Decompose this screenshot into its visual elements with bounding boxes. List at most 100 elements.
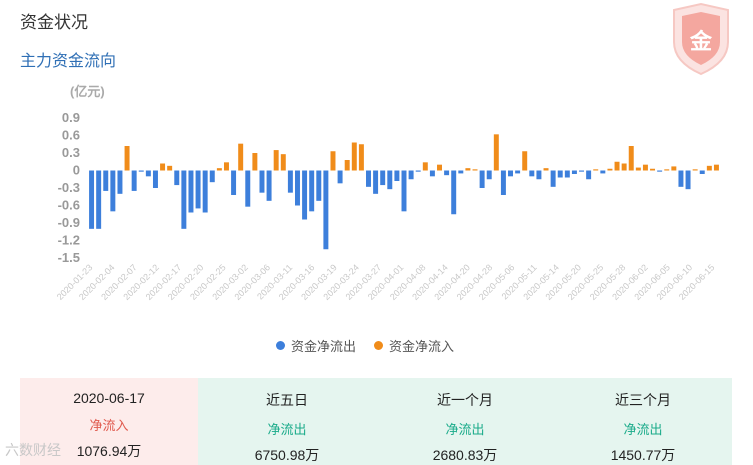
summary-cell-5day: 近五日 净流出 6750.98万 [198, 378, 376, 465]
summary-direction: 净流出 [445, 422, 485, 437]
bar-inflow [280, 154, 286, 171]
bar-outflow [579, 170, 585, 172]
bar-inflow [650, 168, 656, 171]
bar-inflow [692, 169, 698, 171]
bar-outflow [458, 170, 464, 174]
bar-outflow [138, 170, 144, 172]
bar-inflow [713, 164, 719, 171]
y-axis-unit-label: (亿元) [70, 84, 105, 99]
summary-amount: 1076.94万 [76, 443, 142, 459]
summary-direction: 净流出 [267, 422, 307, 437]
bar-outflow [486, 170, 492, 180]
bar-outflow [259, 170, 265, 193]
bar-outflow [479, 170, 485, 188]
bar-inflow [664, 169, 670, 171]
bar-inflow [472, 169, 478, 171]
bar-inflow [522, 151, 528, 171]
bar-outflow [380, 170, 386, 186]
gold-shield-icon: 金 [670, 2, 732, 76]
section-subtitle: 主力资金流向 [20, 53, 117, 70]
bar-inflow [543, 168, 549, 171]
bar-outflow [316, 170, 322, 201]
y-tick-label: 0.6 [62, 128, 80, 143]
bar-inflow [635, 167, 641, 171]
bar-outflow [373, 170, 379, 194]
legend-label-inflow: 资金净流入 [389, 339, 455, 354]
bar-inflow [252, 153, 258, 171]
bar-outflow [429, 170, 435, 177]
bar-outflow [181, 170, 187, 229]
bar-inflow [607, 168, 613, 171]
bar-outflow [266, 170, 272, 201]
bar-inflow [344, 160, 350, 171]
watermark: 六数财经 [5, 442, 61, 458]
summary-cell-today: 2020-06-17 净流入 1076.94万 [20, 378, 198, 465]
bar-outflow [394, 170, 400, 181]
bar-inflow [628, 146, 634, 171]
bar-outflow [699, 170, 705, 174]
bar-inflow [614, 161, 620, 171]
y-tick-label: -0.3 [58, 180, 80, 195]
y-tick-label: -0.6 [58, 198, 80, 213]
bar-outflow [323, 170, 329, 250]
bar-outflow [188, 170, 194, 213]
bar-inflow [351, 142, 357, 171]
y-tick-label: 0.3 [62, 145, 80, 160]
bar-outflow [550, 170, 556, 187]
summary-amount: 1450.77万 [610, 447, 676, 463]
bar-outflow [600, 170, 606, 174]
summary-label: 近五日 [266, 392, 308, 408]
bar-inflow [330, 151, 336, 171]
bar-inflow [124, 146, 130, 171]
bar-outflow [145, 170, 151, 177]
bar-inflow [160, 163, 166, 171]
bar-outflow [245, 170, 251, 207]
summary-direction: 净流出 [623, 422, 663, 437]
bar-outflow [401, 170, 407, 212]
bar-outflow [302, 170, 308, 220]
bar-inflow [422, 162, 428, 171]
bar-inflow [465, 168, 471, 171]
bar-outflow [103, 170, 109, 191]
y-tick-label: -0.9 [58, 215, 80, 230]
bar-inflow [216, 168, 222, 171]
bar-outflow [89, 170, 95, 229]
legend-item-outflow[interactable]: 资金净流出 [276, 336, 356, 355]
summary-amount: 2680.83万 [432, 447, 498, 463]
y-tick-label: 0.9 [62, 110, 80, 125]
bar-inflow [671, 166, 677, 171]
bar-outflow [295, 170, 300, 206]
bar-outflow [536, 170, 542, 180]
summary-cell-1month: 近一个月 净流出 2680.83万 [376, 378, 554, 465]
bar-outflow [110, 170, 116, 212]
bar-outflow [202, 170, 208, 213]
bar-inflow [493, 134, 499, 171]
bar-outflow [586, 170, 592, 180]
bar-outflow [152, 170, 158, 188]
bar-outflow [408, 170, 414, 180]
bar-outflow [174, 170, 180, 186]
bar-outflow [96, 170, 102, 229]
legend-item-inflow[interactable]: 资金净流入 [374, 336, 454, 355]
badge-char: 金 [689, 29, 712, 54]
bar-inflow [593, 169, 599, 171]
bar-outflow [451, 170, 457, 215]
bar-outflow [131, 170, 137, 191]
summary-label: 近三个月 [615, 392, 671, 408]
bar-outflow [195, 170, 201, 209]
bar-outflow [685, 170, 691, 190]
bar-outflow [529, 170, 535, 177]
bar-outflow [657, 170, 663, 172]
y-tick-label: -1.2 [58, 233, 80, 248]
page-title: 资金状况 [20, 13, 88, 32]
bar-inflow [437, 164, 442, 171]
bar-inflow [273, 150, 279, 171]
bar-outflow [231, 170, 237, 195]
bar-outflow [515, 170, 521, 174]
chart-legend: 资金净流出 资金净流入 [276, 336, 454, 355]
bar-inflow [223, 162, 229, 171]
bar-inflow [621, 163, 627, 171]
y-tick-label: 0 [73, 163, 80, 178]
bar-outflow [557, 170, 563, 178]
fund-flow-chart: (亿元)0.90.60.30-0.3-0.6-0.9-1.2-1.52020-0… [55, 84, 719, 302]
